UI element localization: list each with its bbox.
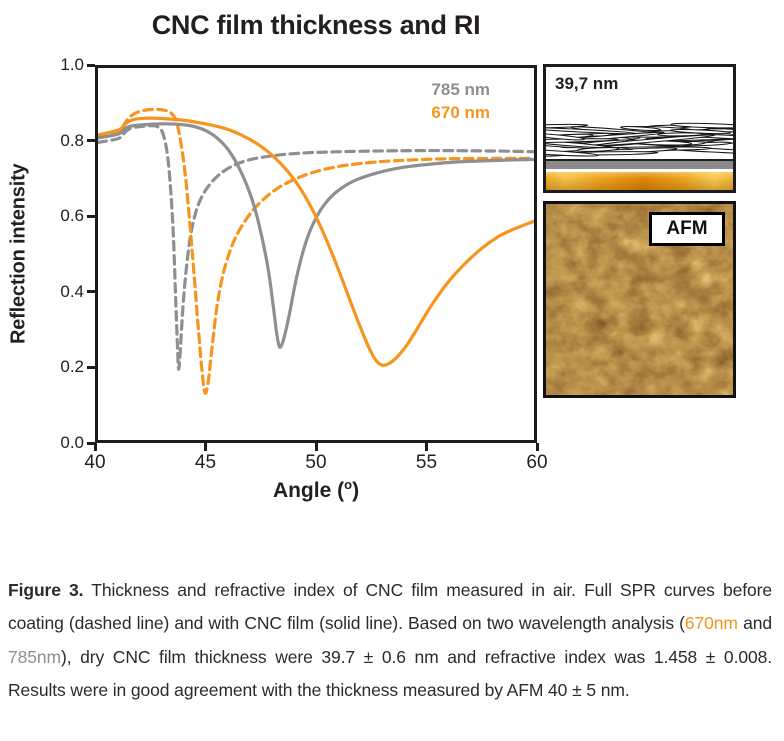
cnc-rod bbox=[619, 126, 662, 131]
caption-text-1: Thickness and refractive index of CNC fi… bbox=[8, 579, 773, 634]
cnc-rod bbox=[670, 122, 733, 129]
cnc-rod bbox=[546, 127, 638, 135]
spr-curves-plot bbox=[98, 107, 534, 395]
x-tick-40 bbox=[93, 443, 97, 451]
cnc-rod bbox=[576, 147, 620, 152]
cnc-rod bbox=[656, 132, 704, 137]
film-thickness-label: 39,7 nm bbox=[555, 74, 619, 93]
legend-entry-670nm: 670 nm bbox=[431, 103, 490, 122]
x-axis-label: Angle (o) bbox=[95, 477, 537, 503]
y-tick-0.4 bbox=[87, 290, 95, 294]
caption-text-3: ), dry CNC film thickness were 39.7 ± 0.… bbox=[8, 646, 772, 701]
afm-label: AFM bbox=[666, 218, 708, 239]
chart-legend: 785 nm 670 nm bbox=[431, 78, 490, 124]
x-tick-50 bbox=[314, 443, 318, 451]
chart-title: CNC film thickness and RI bbox=[151, 10, 481, 40]
afm-label-box: AFM bbox=[649, 212, 725, 246]
y-tick-label-0.6: 0.6 bbox=[60, 206, 84, 226]
afm-panel: AFM bbox=[543, 201, 736, 398]
y-tick-0.2 bbox=[87, 365, 95, 369]
degree-symbol: o bbox=[344, 477, 353, 492]
y-tick-0.8 bbox=[87, 139, 95, 143]
cnc-fiber-layer-illustration bbox=[546, 122, 733, 157]
x-tick-label-55: 55 bbox=[415, 452, 438, 473]
plot-area: 785 nm 670 nm bbox=[95, 65, 537, 443]
caption-figure-label: Figure 3. bbox=[8, 579, 84, 600]
film-schematic-panel: 39,7 nm bbox=[543, 64, 736, 193]
x-tick-55 bbox=[425, 443, 428, 451]
x-tick-60 bbox=[535, 443, 539, 451]
x-tick-label-40: 40 bbox=[84, 452, 106, 473]
y-tick-0.0 bbox=[87, 441, 95, 445]
curve-785nm-cnc-film bbox=[98, 122, 534, 349]
x-tick-label-45: 45 bbox=[194, 452, 217, 473]
caption-text-2: and bbox=[737, 613, 772, 633]
y-tick-label-0.2: 0.2 bbox=[60, 357, 84, 377]
x-tick-45 bbox=[204, 443, 207, 451]
y-tick-label-0.4: 0.4 bbox=[60, 281, 84, 301]
gold-substrate-layer bbox=[546, 172, 733, 190]
curve-670nm-before-coating bbox=[98, 107, 534, 395]
cnc-rod bbox=[546, 133, 586, 141]
figure-caption: Figure 3. Thickness and refractive index… bbox=[8, 574, 772, 708]
curve-670nm-cnc-film bbox=[98, 116, 534, 367]
x-tick-label-50: 50 bbox=[305, 452, 327, 473]
cnc-rod bbox=[546, 148, 600, 157]
legend-entry-785nm: 785 nm bbox=[431, 80, 490, 99]
y-tick-label-0.8: 0.8 bbox=[60, 130, 84, 150]
cnc-rod bbox=[597, 134, 716, 146]
caption-785nm: 785nm bbox=[8, 646, 62, 667]
y-tick-1.0 bbox=[87, 63, 95, 67]
caption-670nm: 670nm bbox=[684, 613, 738, 633]
cnc-rod bbox=[546, 138, 619, 144]
y-tick-label-0.0: 0.0 bbox=[60, 433, 84, 452]
metal-layer bbox=[546, 159, 733, 169]
y-tick-0.6 bbox=[87, 214, 95, 218]
x-axis-label-text: Angle ( bbox=[272, 479, 345, 502]
y-axis-label: Reflection intensity bbox=[7, 163, 30, 345]
x-tick-label-60: 60 bbox=[526, 452, 548, 473]
x-axis-label-close: ) bbox=[352, 479, 360, 502]
y-tick-label-1.0: 1.0 bbox=[60, 55, 84, 74]
